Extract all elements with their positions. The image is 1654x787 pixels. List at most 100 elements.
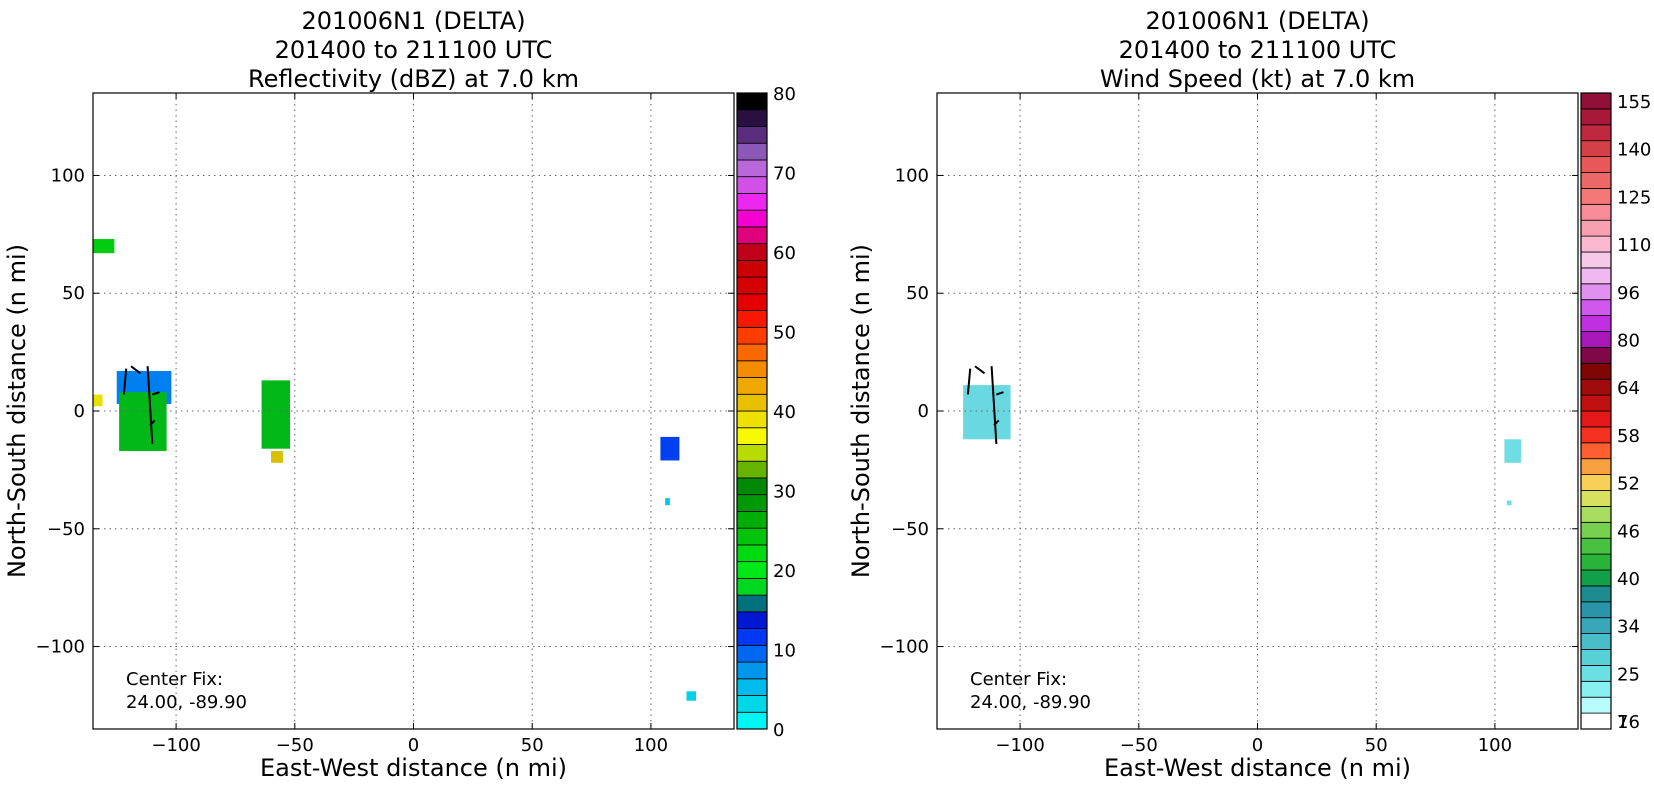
colorbar-segment [736,159,768,178]
colorbar-segment [736,527,768,546]
colorbar-segment [1580,172,1612,189]
chart-title-line: 201006N1 (DELTA) [301,7,525,35]
data-region [93,394,103,407]
chart-title-line: 201006N1 (DELTA) [1145,7,1369,35]
colorbar-segment [736,193,768,211]
colorbar-segment [1580,426,1612,444]
x-tick-label: −50 [276,735,314,756]
colorbar-segment [1580,108,1612,126]
colorbar-segment [1580,601,1612,619]
data-region [665,498,670,506]
x-tick-label: 50 [521,735,544,756]
colorbar-segment [1580,680,1612,698]
colorbar-label: 30 [773,482,796,503]
chart-title-line: Reflectivity (dBZ) at 7.0 km [248,65,579,93]
wind-barb [130,365,142,375]
colorbar-segment [736,326,768,345]
colorbar-segment [1580,505,1612,523]
colorbar-segment [736,410,768,429]
colorbar-segment [736,310,768,328]
wind-barb [974,365,986,375]
wind-speed-panel: 201006N1 (DELTA)201400 to 211100 UTCWind… [847,7,1651,782]
colorbar-segment [736,259,768,278]
colorbar-segment [736,561,768,579]
x-tick-label: −50 [1120,735,1158,756]
x-tick-label: −100 [995,735,1044,756]
colorbar-segment [1580,410,1612,428]
wind-barb [966,368,972,395]
colorbar-segment [1580,712,1612,730]
wind-barb [122,368,128,395]
colorbar-segment [736,343,768,362]
colorbar-segment [1580,458,1612,476]
colorbar-segment [1580,521,1612,539]
colorbar-segment [736,427,768,445]
colorbar-segment [736,577,768,596]
colorbar-segment [736,544,768,563]
colorbar-segment [736,92,768,111]
colorbar-segment [1580,585,1612,603]
colorbar-label: 70 [773,164,796,185]
colorbar-segment [1580,633,1612,650]
center-fix-annotation: Center Fix: [126,669,223,690]
colorbar-segment [736,611,768,629]
wind-barb [996,391,1004,396]
colorbar-segment [1580,394,1612,412]
x-tick-label: 0 [408,735,419,756]
data-region [1506,500,1512,506]
colorbar-label: 16 [1617,712,1640,733]
colorbar-segment [736,142,768,161]
y-tick-label: 50 [62,283,85,304]
colorbar-segment [1580,490,1612,507]
colorbar-segment [1580,537,1612,555]
colorbar-label: 34 [1617,617,1640,638]
colorbar-segment [736,477,768,496]
colorbar-label: 96 [1617,283,1640,304]
x-tick-label: −100 [151,735,200,756]
colorbar-segment [1580,140,1612,157]
colorbar-segment [736,711,768,730]
y-tick-label: −100 [36,637,85,658]
colorbar-segment [736,377,768,395]
colorbar-segment [1580,665,1612,682]
colorbar-segment [1580,315,1612,332]
colorbar-segment [1580,235,1612,253]
colorbar-segment [736,209,768,228]
colorbar-segment [1580,267,1612,285]
data-region [1504,439,1522,463]
data-region [963,385,1011,440]
colorbar-label: 7 [1617,712,1628,733]
colorbar-segment [1580,156,1612,173]
x-axis-label: East-West distance (n mi) [1104,754,1411,782]
colorbar-segment [736,511,768,529]
colorbar-segment [1580,187,1612,205]
colorbar-segment [1580,474,1612,491]
data-region [119,392,167,452]
y-tick-label: 0 [74,401,85,422]
colorbar-label: 0 [773,720,784,741]
colorbar-segment [736,243,768,261]
colorbar-segment [1580,362,1612,380]
y-tick-label: 0 [918,401,929,422]
colorbar-segment [736,293,768,311]
data-region [271,451,283,463]
colorbar-segment [1580,124,1612,142]
y-tick-label: −50 [47,519,85,540]
chart-title-line: Wind Speed (kt) at 7.0 km [1100,65,1415,93]
colorbar-label: 25 [1617,664,1640,685]
y-tick-label: −50 [891,519,929,540]
colorbar-segment [736,644,768,663]
colorbar-segment [1580,378,1612,396]
colorbar-label: 80 [773,84,796,105]
colorbar-segment [1580,569,1612,587]
colorbar-segment [736,276,768,295]
colorbar-label: 60 [773,243,796,264]
data-region [660,436,680,461]
colorbar-segment [736,661,768,680]
colorbar-label: 10 [773,641,796,662]
wind-barb [152,391,160,396]
wind-barb [146,366,154,445]
center-fix-annotation: 24.00, -89.90 [970,692,1091,713]
colorbar-segment [1580,331,1612,348]
chart-title-line: 201400 to 211100 UTC [1119,36,1397,64]
